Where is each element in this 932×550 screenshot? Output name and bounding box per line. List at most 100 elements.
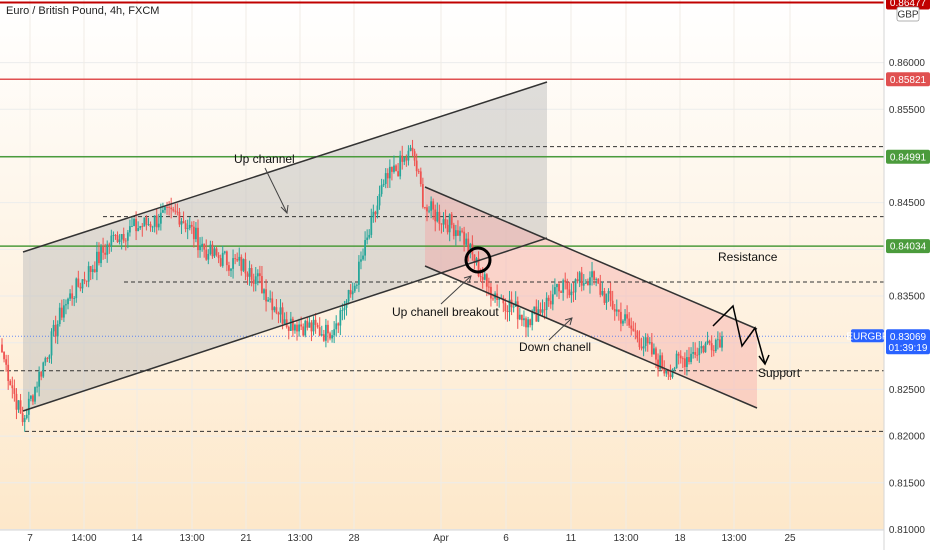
candle-body (492, 298, 494, 300)
candle (306, 316, 309, 331)
candle (609, 282, 612, 307)
candle (376, 195, 379, 219)
candle-body (296, 324, 298, 332)
candle (304, 319, 307, 338)
candle-body (716, 339, 719, 341)
candle-body (85, 280, 88, 282)
candle (426, 204, 428, 222)
candle-body (225, 251, 228, 266)
candle-body (283, 319, 286, 324)
candle-body (690, 353, 692, 362)
candle-body (106, 244, 109, 255)
candle-body (467, 238, 470, 252)
candle-body (657, 359, 659, 370)
down-channel-pointer (548, 317, 573, 341)
candle-body (98, 251, 100, 264)
candle (686, 349, 688, 376)
candle (23, 414, 26, 432)
candle-body (430, 201, 433, 211)
candle (432, 198, 435, 220)
candle (95, 241, 98, 281)
candle (568, 281, 571, 298)
candle-body (382, 183, 385, 186)
candle-body (692, 352, 695, 354)
candle (195, 222, 197, 243)
candle-body (87, 266, 90, 282)
candle-body (180, 221, 183, 225)
candle (46, 356, 49, 363)
candle-body (116, 235, 119, 243)
down-channel-pointer-head (564, 317, 573, 326)
y-tick-label: 0.82500 (889, 385, 926, 396)
candle (17, 400, 20, 413)
candle (77, 270, 80, 288)
candle-body (73, 298, 76, 299)
candle (159, 203, 162, 231)
candle (331, 329, 333, 343)
candle (213, 245, 216, 258)
candle-body (42, 362, 45, 377)
candle-body (663, 368, 666, 374)
candle (444, 209, 447, 229)
candle (601, 281, 604, 297)
candle-body (465, 238, 468, 245)
candle (547, 295, 550, 307)
up-channel-top-line (22, 81, 548, 253)
candle (688, 347, 690, 365)
candle (343, 300, 346, 320)
candle (364, 231, 366, 261)
candle-body (124, 240, 127, 242)
candle (287, 325, 290, 340)
candle-body (11, 385, 14, 389)
candle-body (434, 209, 437, 222)
candle (558, 281, 560, 300)
candle (669, 364, 672, 380)
candle-body (137, 228, 140, 232)
candle-body (207, 253, 210, 260)
candle-body (409, 147, 412, 151)
candle (285, 311, 288, 329)
candle-body (21, 413, 24, 423)
candle-body (502, 297, 505, 304)
candle (273, 306, 276, 313)
candle (391, 166, 393, 181)
candle (692, 341, 695, 359)
candle-body (155, 215, 158, 228)
candle-body (7, 364, 10, 381)
candle (203, 243, 206, 258)
candle-body (626, 314, 629, 319)
candle-body (646, 337, 649, 344)
candle-body (605, 293, 608, 303)
candle-body (384, 173, 387, 184)
currency-badge: GBP (896, 6, 920, 22)
breakout-pointer (440, 275, 472, 305)
y-tick-label: 0.86000 (889, 58, 926, 69)
candle (613, 304, 616, 321)
candle-body (129, 226, 131, 233)
candle-body (655, 348, 657, 360)
candle-body (537, 309, 540, 322)
candle (137, 221, 140, 232)
candle-body (60, 307, 63, 318)
candle-body (38, 371, 41, 387)
candle-body (584, 282, 587, 284)
candle (27, 391, 30, 423)
candle (261, 265, 263, 294)
candle-body (595, 279, 598, 281)
candle-body (285, 319, 288, 327)
candle-body (192, 226, 195, 240)
candle-body (1, 344, 3, 353)
candle-body (527, 319, 529, 328)
candle (58, 302, 61, 327)
candle-body (23, 418, 26, 423)
candle-body (543, 309, 546, 311)
down-channel-top-line (424, 186, 758, 330)
candle-body (374, 211, 377, 215)
candle-body (553, 287, 556, 295)
candle-body (481, 276, 484, 280)
candle-body (477, 258, 480, 277)
candle (512, 304, 515, 313)
candle-body (589, 277, 591, 286)
